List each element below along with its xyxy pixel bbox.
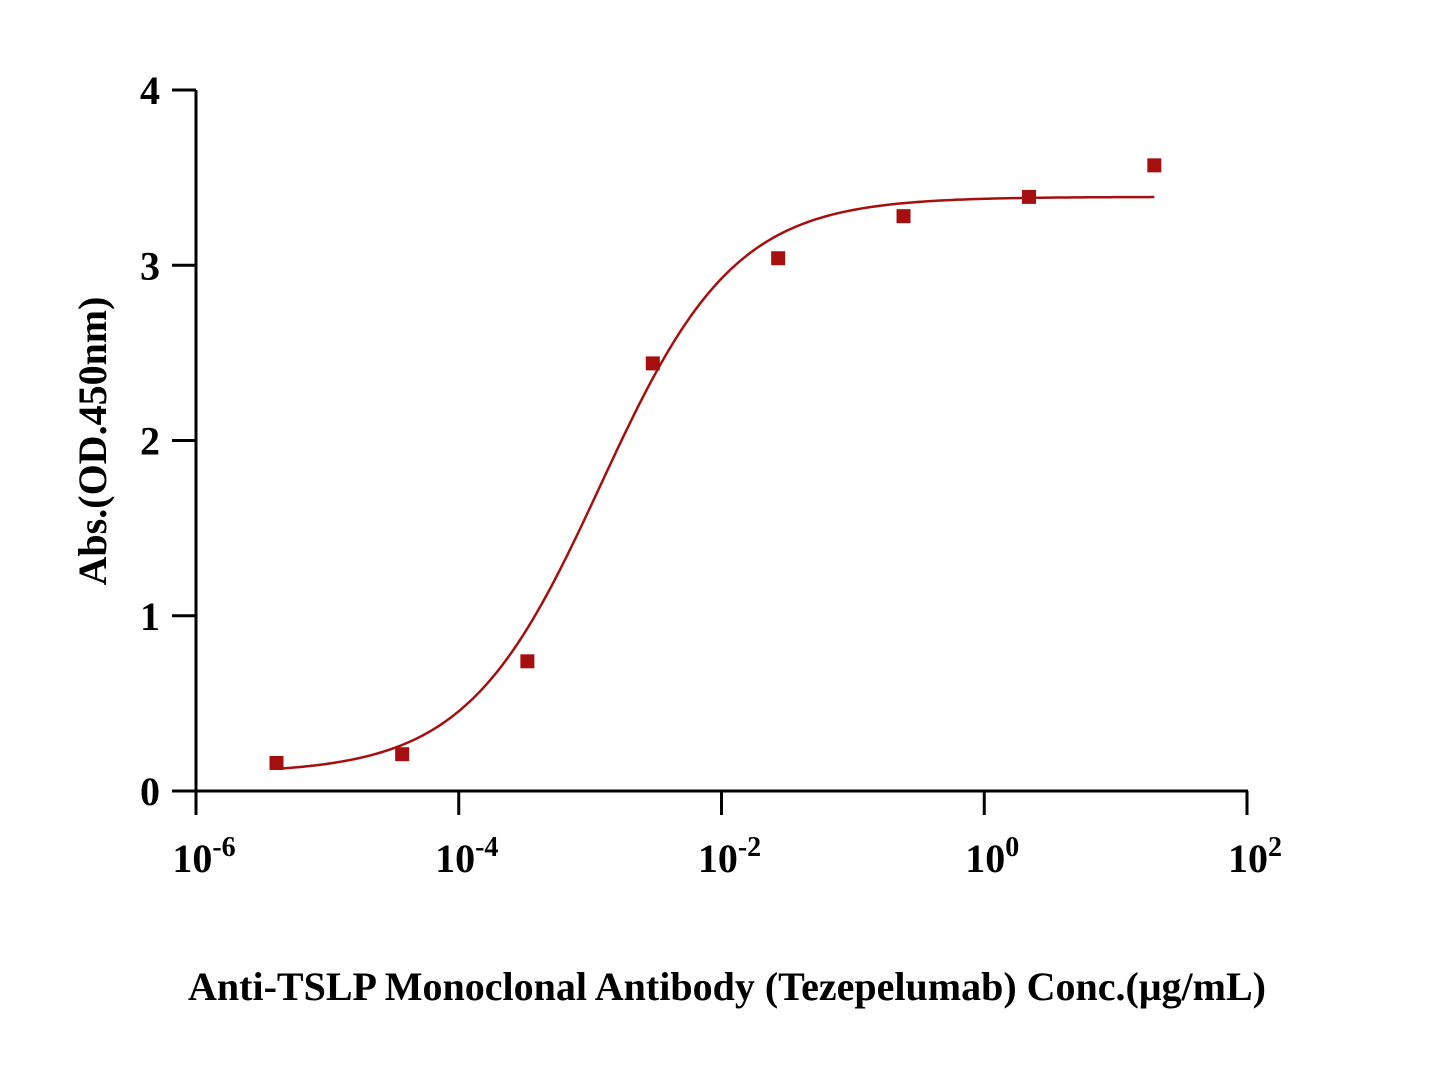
data-points-layer [269, 158, 1162, 770]
y-tick-label: 2 [140, 419, 160, 464]
y-tick-label: 3 [140, 243, 160, 288]
x-tick-label: 10-2 [698, 832, 761, 881]
data-point [269, 755, 284, 770]
x-axis-title: Anti-TSLP Monoclonal Antibody (Tezepelum… [188, 964, 1266, 1009]
fit-curve [276, 195, 1155, 771]
x-tick-label: 10-6 [172, 832, 235, 881]
fit-curve-layer [276, 195, 1155, 771]
data-point [520, 654, 535, 669]
data-point [645, 356, 660, 371]
axes: 0 1 2 3 4 10-6 10-4 10-2 100 102 [140, 68, 1282, 881]
data-point [771, 251, 786, 266]
y-tick-label: 4 [140, 68, 160, 113]
x-tick-label: 10-4 [435, 832, 498, 881]
data-point [1147, 158, 1162, 173]
data-point [395, 747, 410, 762]
y-axis-title: Abs.(OD.450nm) [70, 297, 115, 586]
y-tick-label: 1 [140, 594, 160, 639]
y-tick-label: 0 [140, 769, 160, 814]
x-tick-label: 102 [1228, 832, 1282, 881]
x-tick-label: 100 [965, 832, 1019, 881]
data-point [896, 209, 911, 224]
data-point [1021, 189, 1036, 204]
